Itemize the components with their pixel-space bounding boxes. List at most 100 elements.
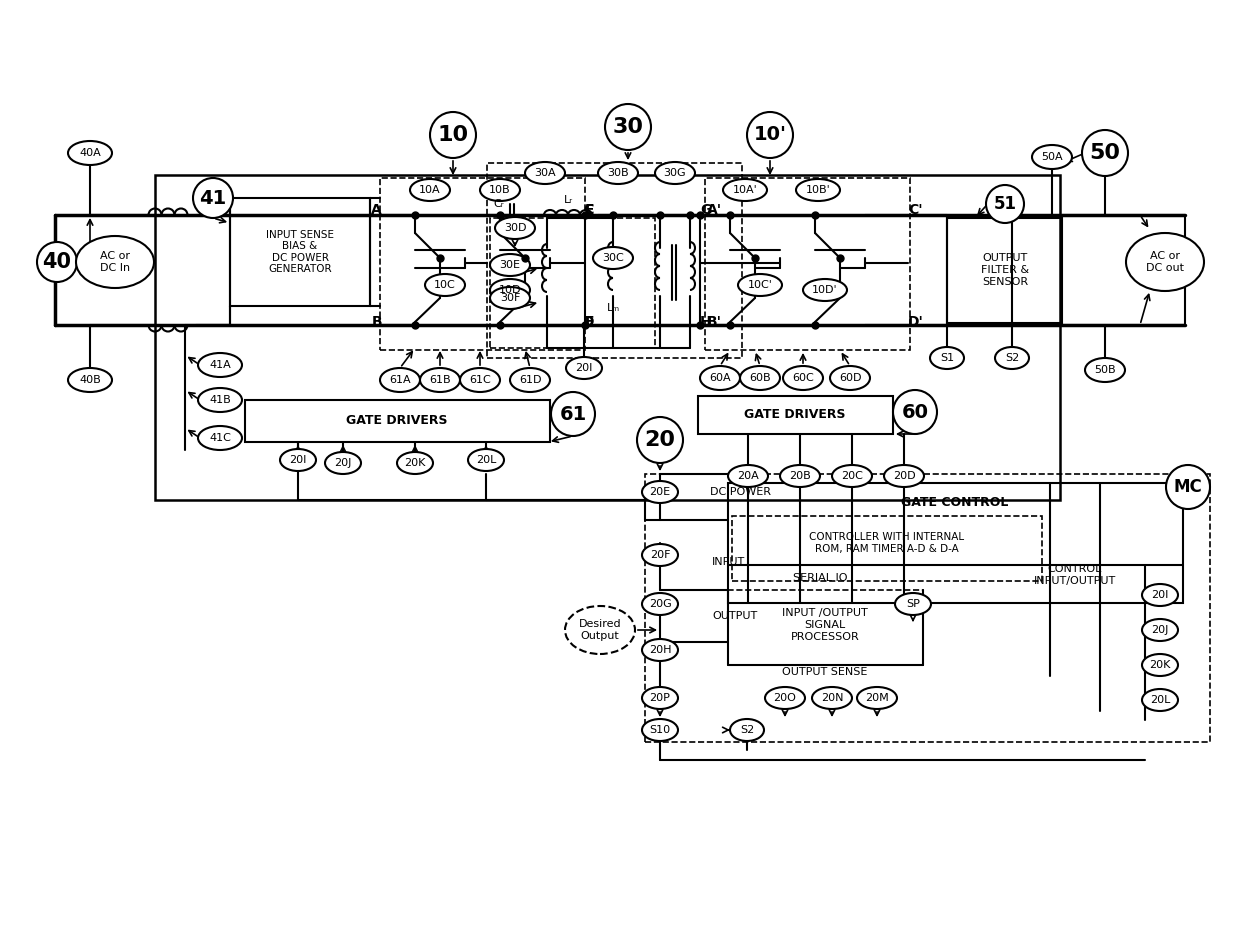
Circle shape xyxy=(1083,130,1128,176)
Text: 20L: 20L xyxy=(476,455,496,465)
Text: 20I: 20I xyxy=(1151,590,1168,600)
Ellipse shape xyxy=(280,449,316,471)
Bar xyxy=(229,198,370,306)
Text: CONTROLLER WITH INTERNAL
ROM, RAM TIMER A-D & D-A: CONTROLLER WITH INTERNAL ROM, RAM TIMER … xyxy=(810,533,965,553)
Text: INPUT: INPUT xyxy=(712,557,745,567)
Text: 20C: 20C xyxy=(841,471,863,481)
Ellipse shape xyxy=(642,639,678,661)
Ellipse shape xyxy=(1085,358,1125,382)
Ellipse shape xyxy=(397,452,433,474)
Ellipse shape xyxy=(655,162,694,184)
Text: SERIAL IO: SERIAL IO xyxy=(792,573,847,583)
Text: H: H xyxy=(701,315,712,329)
Ellipse shape xyxy=(525,162,565,184)
Text: 20P: 20P xyxy=(650,693,671,703)
Text: 61A: 61A xyxy=(389,375,410,385)
Text: 10D': 10D' xyxy=(812,285,838,295)
Text: 61C: 61C xyxy=(469,375,491,385)
Ellipse shape xyxy=(198,426,242,450)
Ellipse shape xyxy=(796,179,839,201)
Text: 41B: 41B xyxy=(210,395,231,405)
Text: S1: S1 xyxy=(940,353,954,363)
Text: 60B: 60B xyxy=(749,373,771,383)
Circle shape xyxy=(893,390,937,434)
Text: 20B: 20B xyxy=(789,471,811,481)
Ellipse shape xyxy=(994,347,1029,369)
Text: INPUT SENSE
BIAS &
DC POWER
GENERATOR: INPUT SENSE BIAS & DC POWER GENERATOR xyxy=(267,229,334,275)
Ellipse shape xyxy=(832,465,872,487)
Text: 50B: 50B xyxy=(1094,365,1116,375)
Text: 10B': 10B' xyxy=(806,185,831,195)
Text: 10D: 10D xyxy=(498,285,521,295)
Ellipse shape xyxy=(68,141,112,165)
Text: 20G: 20G xyxy=(649,599,671,609)
Ellipse shape xyxy=(740,366,780,390)
Text: G: G xyxy=(701,203,712,217)
Text: 10A': 10A' xyxy=(733,185,758,195)
Text: 20J: 20J xyxy=(1151,625,1168,635)
Text: Lₘ: Lₘ xyxy=(606,303,620,313)
Text: CONTROL
INPUT/OUTPUT: CONTROL INPUT/OUTPUT xyxy=(1034,564,1116,586)
Ellipse shape xyxy=(1032,145,1073,169)
Text: 10A: 10A xyxy=(419,185,440,195)
Text: F: F xyxy=(585,315,594,329)
Ellipse shape xyxy=(642,719,678,741)
Text: AC or
DC In: AC or DC In xyxy=(100,251,130,273)
Text: Cᵣ: Cᵣ xyxy=(494,199,505,209)
Ellipse shape xyxy=(780,465,820,487)
Ellipse shape xyxy=(379,368,420,392)
Bar xyxy=(246,400,551,442)
Text: B: B xyxy=(371,315,382,329)
Ellipse shape xyxy=(782,366,823,390)
Text: 30C: 30C xyxy=(603,253,624,263)
Circle shape xyxy=(605,104,651,150)
Text: A: A xyxy=(371,203,382,217)
Text: 61B: 61B xyxy=(429,375,451,385)
Ellipse shape xyxy=(480,179,520,201)
Text: 10C: 10C xyxy=(434,280,456,290)
Text: 20D: 20D xyxy=(893,471,915,481)
Ellipse shape xyxy=(642,687,678,709)
Text: SP: SP xyxy=(906,599,920,609)
Text: E: E xyxy=(585,203,594,217)
Bar xyxy=(490,218,655,348)
Ellipse shape xyxy=(490,254,529,276)
Ellipse shape xyxy=(812,687,852,709)
Bar xyxy=(728,483,1183,603)
Text: A': A' xyxy=(707,203,722,217)
Text: GATE CONTROL: GATE CONTROL xyxy=(901,495,1008,509)
Text: D': D' xyxy=(908,315,924,329)
Ellipse shape xyxy=(723,179,768,201)
Text: 30F: 30F xyxy=(500,293,521,303)
Bar xyxy=(155,175,1060,500)
Ellipse shape xyxy=(830,366,870,390)
Text: DC POWER: DC POWER xyxy=(711,487,771,497)
Ellipse shape xyxy=(642,593,678,615)
Text: 20K: 20K xyxy=(1149,660,1171,670)
Text: OUTPUT
FILTER &
SENSOR: OUTPUT FILTER & SENSOR xyxy=(981,253,1029,286)
Text: 30B: 30B xyxy=(608,168,629,178)
Ellipse shape xyxy=(1142,619,1178,641)
Ellipse shape xyxy=(1126,233,1204,291)
Ellipse shape xyxy=(728,465,768,487)
Text: 51: 51 xyxy=(993,195,1017,213)
Bar xyxy=(645,474,1210,742)
Bar xyxy=(732,516,1042,581)
Text: 61D: 61D xyxy=(518,375,541,385)
Ellipse shape xyxy=(198,388,242,412)
Ellipse shape xyxy=(1142,654,1178,676)
Ellipse shape xyxy=(490,279,529,301)
Text: 60C: 60C xyxy=(792,373,813,383)
Text: D: D xyxy=(583,315,594,329)
Text: 50: 50 xyxy=(1090,143,1121,163)
Ellipse shape xyxy=(895,593,931,615)
Circle shape xyxy=(637,417,683,463)
Text: 20A: 20A xyxy=(737,471,759,481)
Ellipse shape xyxy=(76,236,154,288)
Circle shape xyxy=(37,242,77,282)
Ellipse shape xyxy=(930,347,963,369)
Text: 40B: 40B xyxy=(79,375,100,385)
Text: 20I: 20I xyxy=(289,455,306,465)
Circle shape xyxy=(746,112,794,158)
Text: 20O: 20O xyxy=(774,693,796,703)
